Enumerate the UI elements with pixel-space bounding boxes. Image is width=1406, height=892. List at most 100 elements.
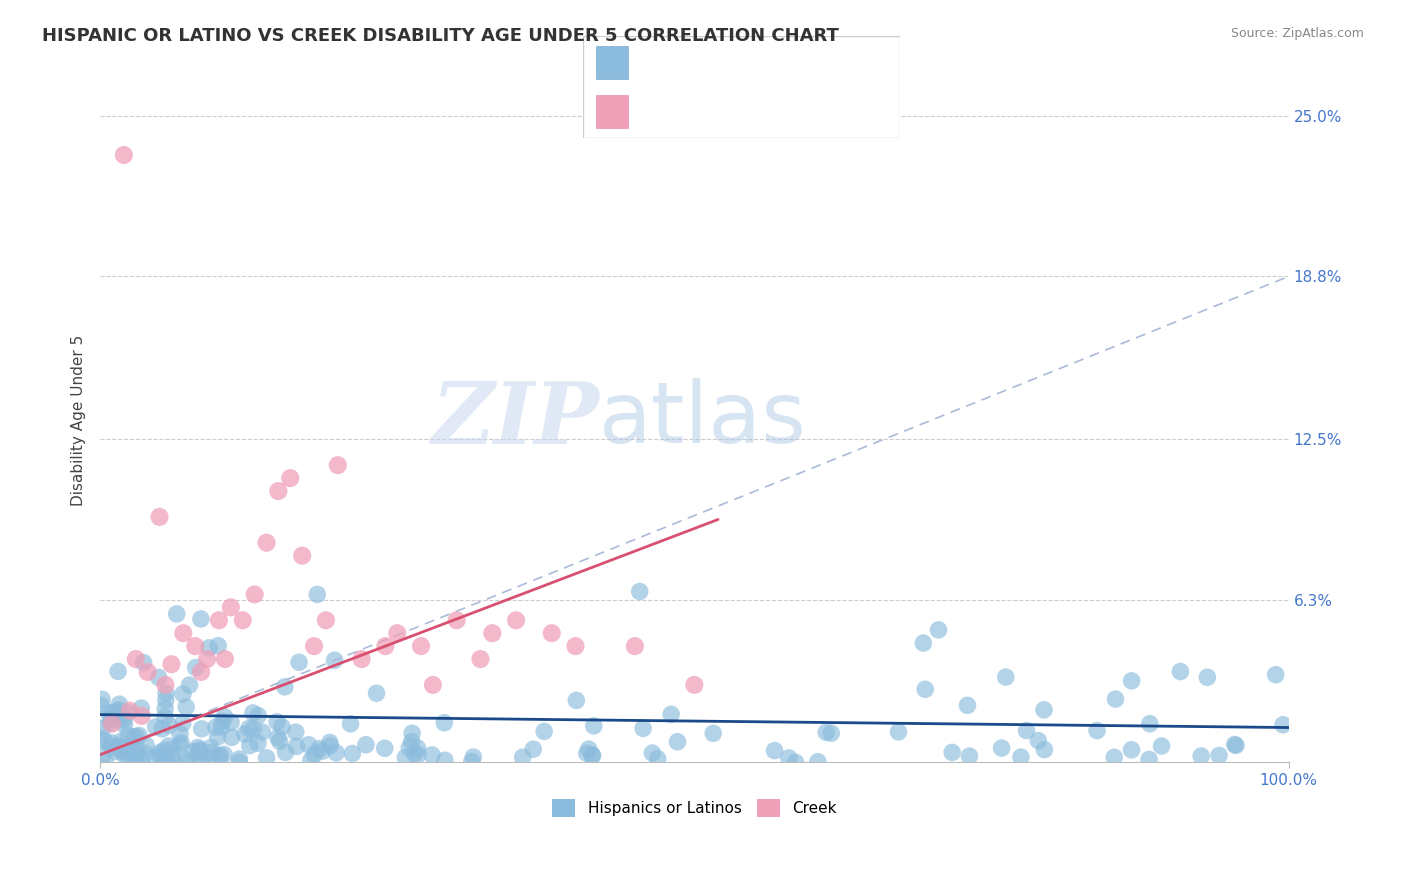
Point bbox=[243, 587, 266, 601]
Point bbox=[374, 639, 396, 653]
Point bbox=[302, 639, 325, 653]
Point bbox=[153, 747, 176, 762]
Point bbox=[128, 728, 150, 742]
Point bbox=[420, 747, 443, 762]
Point bbox=[214, 652, 236, 666]
Point bbox=[311, 744, 333, 758]
Point bbox=[107, 665, 129, 679]
Point bbox=[93, 733, 115, 747]
Point bbox=[107, 706, 129, 720]
Point bbox=[1223, 738, 1246, 752]
Point bbox=[219, 600, 242, 615]
Point bbox=[242, 722, 264, 736]
Y-axis label: Disability Age Under 5: Disability Age Under 5 bbox=[72, 334, 86, 506]
Point bbox=[1137, 752, 1160, 766]
Point bbox=[179, 678, 201, 692]
Point bbox=[110, 734, 132, 748]
Point bbox=[118, 704, 141, 718]
Point bbox=[631, 722, 654, 736]
Point bbox=[291, 549, 314, 563]
Point bbox=[160, 751, 183, 765]
Point bbox=[256, 535, 278, 549]
Point bbox=[582, 719, 605, 733]
Point bbox=[197, 751, 219, 765]
Point bbox=[394, 750, 416, 764]
Point bbox=[659, 707, 682, 722]
Point bbox=[160, 742, 183, 756]
Point bbox=[533, 724, 555, 739]
Point bbox=[323, 653, 346, 667]
Point bbox=[433, 715, 456, 730]
Point bbox=[125, 753, 148, 767]
Point bbox=[131, 701, 153, 715]
Text: N =  38: N = 38 bbox=[779, 104, 838, 120]
Point bbox=[127, 747, 149, 761]
Point bbox=[683, 678, 706, 692]
Point bbox=[156, 755, 179, 769]
Point bbox=[299, 753, 322, 767]
Point bbox=[666, 735, 689, 749]
Point bbox=[1015, 723, 1038, 738]
Point bbox=[278, 471, 301, 485]
Point bbox=[422, 678, 444, 692]
Point bbox=[1026, 733, 1049, 747]
Point bbox=[956, 698, 979, 713]
Point bbox=[131, 752, 153, 766]
Point bbox=[288, 655, 311, 669]
Point bbox=[564, 639, 586, 653]
Point bbox=[1121, 743, 1143, 757]
Point bbox=[785, 756, 807, 770]
Point bbox=[807, 755, 830, 769]
Point bbox=[190, 612, 212, 626]
Point bbox=[162, 751, 184, 765]
Point bbox=[198, 640, 221, 655]
Point bbox=[207, 730, 229, 744]
Point bbox=[1197, 670, 1219, 684]
Point bbox=[820, 726, 842, 740]
Point bbox=[1208, 748, 1230, 763]
Point bbox=[111, 740, 134, 755]
Point bbox=[326, 458, 349, 472]
Point bbox=[267, 483, 290, 498]
Text: atlas: atlas bbox=[599, 378, 807, 461]
Point bbox=[104, 705, 127, 719]
Point bbox=[232, 613, 254, 627]
Point bbox=[354, 738, 377, 752]
Point bbox=[540, 626, 562, 640]
Point bbox=[267, 731, 290, 745]
Point bbox=[172, 716, 194, 731]
Point bbox=[155, 686, 177, 700]
Point bbox=[269, 734, 291, 748]
Point bbox=[1104, 692, 1126, 706]
Point bbox=[98, 715, 121, 730]
Point bbox=[815, 725, 838, 739]
Point bbox=[266, 714, 288, 729]
Point bbox=[117, 749, 139, 764]
Text: HISPANIC OR LATINO VS CREEK DISABILITY AGE UNDER 5 CORRELATION CHART: HISPANIC OR LATINO VS CREEK DISABILITY A… bbox=[42, 27, 839, 45]
Point bbox=[211, 720, 233, 734]
Point bbox=[319, 739, 342, 753]
Legend: Hispanics or Latinos, Creek: Hispanics or Latinos, Creek bbox=[547, 792, 842, 823]
Point bbox=[1225, 739, 1247, 753]
Point bbox=[208, 748, 231, 763]
Point bbox=[463, 750, 485, 764]
Point bbox=[1102, 750, 1125, 764]
Point bbox=[148, 670, 170, 684]
Point bbox=[169, 738, 191, 752]
Point bbox=[374, 741, 396, 756]
Point bbox=[183, 745, 205, 759]
Point bbox=[1010, 750, 1032, 764]
Point bbox=[136, 665, 159, 679]
Point bbox=[1264, 667, 1286, 681]
Point bbox=[122, 749, 145, 764]
Point bbox=[285, 739, 308, 754]
Point bbox=[575, 746, 598, 760]
Point bbox=[101, 706, 124, 720]
Point bbox=[628, 584, 651, 599]
Point bbox=[647, 752, 669, 766]
Point bbox=[221, 731, 243, 745]
Point bbox=[149, 746, 172, 760]
Point bbox=[150, 722, 173, 736]
Point bbox=[512, 750, 534, 764]
Point bbox=[307, 587, 329, 601]
